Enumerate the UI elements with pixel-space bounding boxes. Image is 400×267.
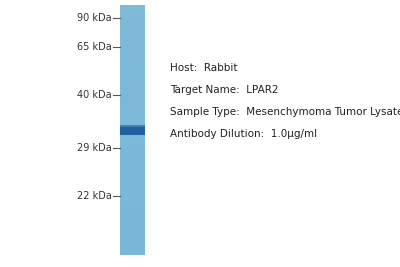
Text: 29 kDa: 29 kDa [77, 143, 112, 153]
Text: 90 kDa: 90 kDa [77, 13, 112, 23]
Bar [120, 125, 145, 135]
Text: Target Name:  LPAR2: Target Name: LPAR2 [170, 85, 278, 95]
Text: Host:  Rabbit: Host: Rabbit [170, 63, 238, 73]
Text: Antibody Dilution:  1.0μg/ml: Antibody Dilution: 1.0μg/ml [170, 129, 317, 139]
Text: 22 kDa: 22 kDa [77, 191, 112, 201]
Text: Sample Type:  Mesenchymoma Tumor Lysate: Sample Type: Mesenchymoma Tumor Lysate [170, 107, 400, 117]
Text: 40 kDa: 40 kDa [77, 90, 112, 100]
Text: 65 kDa: 65 kDa [77, 42, 112, 52]
Bar [120, 125, 145, 127]
